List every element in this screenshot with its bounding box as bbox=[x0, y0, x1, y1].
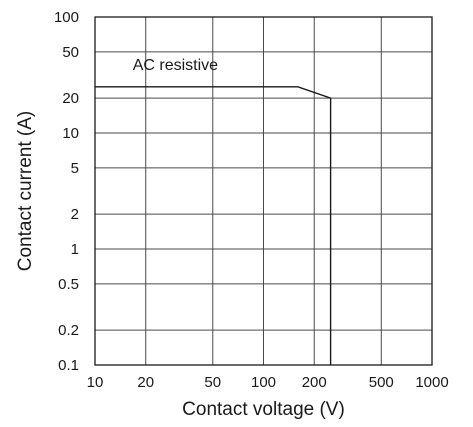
y-tick-label: 50 bbox=[62, 44, 79, 61]
annotations: AC resistive bbox=[133, 57, 218, 74]
x-tick-label: 20 bbox=[137, 374, 154, 391]
y-tick-label: 100 bbox=[54, 9, 79, 26]
y-axis-title: Contact current (A) bbox=[15, 111, 36, 272]
y-tick-label: 0.2 bbox=[58, 322, 79, 339]
y-tick-label: 20 bbox=[62, 90, 79, 107]
x-tick-label: 10 bbox=[87, 374, 104, 391]
y-tick-label: 0.1 bbox=[58, 357, 79, 374]
x-tick-label: 200 bbox=[302, 374, 327, 391]
series-layer bbox=[95, 86, 332, 365]
x-tick-label: 500 bbox=[369, 374, 394, 391]
y-tick-label: 5 bbox=[71, 160, 79, 177]
y-tick-label: 0.5 bbox=[58, 276, 79, 293]
y-tick-label: 1 bbox=[71, 241, 79, 258]
y-tick-label: 2 bbox=[71, 206, 79, 223]
y-tick-label: 10 bbox=[62, 125, 79, 142]
x-tick-labels: 10 20 50 100 200 500 1000 bbox=[87, 374, 449, 391]
x-tick-label: 1000 bbox=[415, 374, 448, 391]
plot-frame bbox=[94, 16, 433, 366]
series-line-0 bbox=[95, 86, 332, 365]
x-axis-title: Contact voltage (V) bbox=[182, 399, 345, 420]
annotation-label: AC resistive bbox=[133, 57, 218, 74]
x-tick-label: 100 bbox=[251, 374, 276, 391]
y-tick-labels: 0.1 0.2 0.5 1 2 5 10 20 50 100 bbox=[54, 9, 79, 374]
x-tick-label: 50 bbox=[204, 374, 221, 391]
